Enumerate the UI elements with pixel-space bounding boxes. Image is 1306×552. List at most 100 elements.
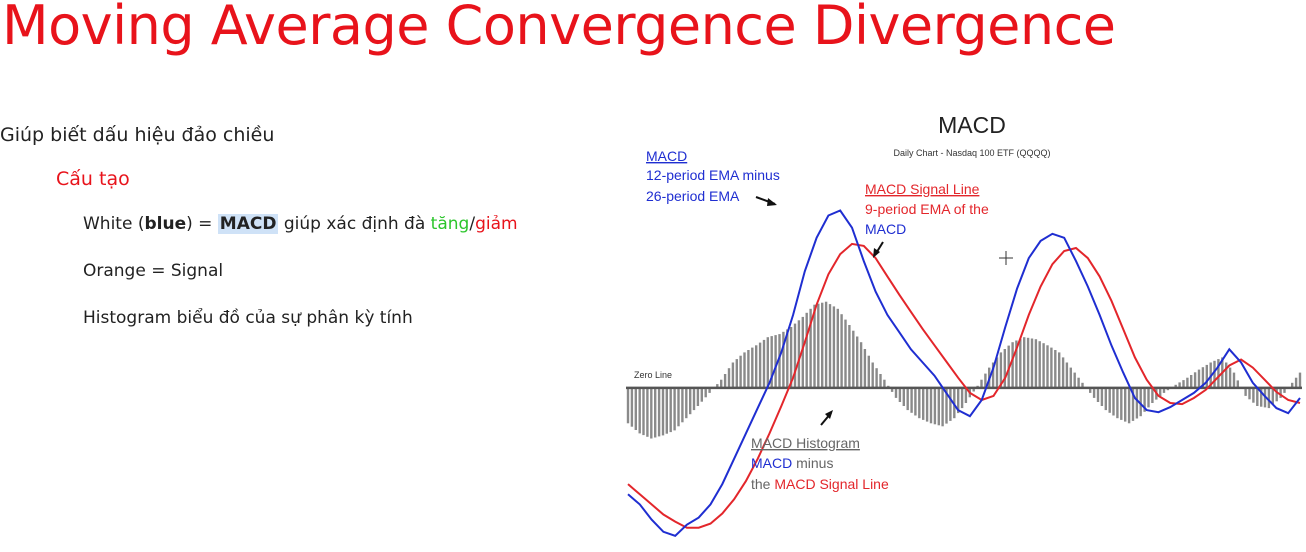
histogram-bar <box>700 387 703 402</box>
histogram-bar <box>836 308 839 388</box>
histogram-bar <box>1135 387 1139 419</box>
slash-text: / <box>469 214 476 234</box>
histogram-bar <box>821 302 824 388</box>
histogram-bar <box>1143 387 1146 412</box>
histogram-bar <box>646 387 649 437</box>
histogram-bar <box>1213 360 1216 388</box>
histogram-bar <box>638 387 641 434</box>
slide-title: Moving Average Convergence Divergence <box>2 0 1116 57</box>
up-word: tăng <box>430 214 470 234</box>
histogram-bar <box>1104 387 1107 411</box>
histogram-bar <box>848 325 851 388</box>
histogram-bars <box>626 301 1302 439</box>
histogram-bar <box>1256 387 1259 406</box>
histogram-bar <box>1019 338 1022 388</box>
histogram-bar <box>945 387 948 424</box>
histogram-bar <box>1038 341 1041 388</box>
histogram-bar <box>937 387 940 426</box>
histogram-bar <box>1061 357 1065 388</box>
macd-pre-text: White ( <box>83 214 145 234</box>
histogram-bar <box>1015 340 1018 388</box>
histogram-bar <box>824 301 828 388</box>
histogram-bar <box>1100 387 1104 406</box>
histogram-bar <box>685 387 688 419</box>
histogram-bar <box>1279 387 1282 398</box>
histogram-bar <box>1077 377 1080 388</box>
histogram-bar <box>1252 387 1255 403</box>
histogram-bar <box>856 336 859 388</box>
histogram-bar <box>894 387 898 398</box>
histogram-bar <box>708 387 711 393</box>
histogram-bar <box>766 337 769 388</box>
histogram-bar <box>1228 367 1232 388</box>
hist-label: MACD Histogram <box>751 435 860 451</box>
histogram-bar <box>1193 372 1197 388</box>
histogram-bar <box>1244 387 1247 396</box>
histogram-bar <box>1201 367 1205 388</box>
histogram-bar <box>1190 375 1193 388</box>
histogram-bar <box>890 387 894 392</box>
histogram-bar <box>1131 387 1135 421</box>
histogram-bar <box>1127 387 1131 424</box>
histogram-bar <box>1162 387 1166 393</box>
histogram-bar <box>1217 359 1220 388</box>
signal-desc-1: 9-period EMA of the <box>865 201 989 217</box>
histogram-bar <box>844 319 847 388</box>
histogram-bar <box>980 379 983 388</box>
histogram-bar <box>786 329 789 388</box>
histogram-bar <box>1260 387 1263 407</box>
histogram-bar <box>1275 387 1278 402</box>
histogram-bar <box>770 336 773 388</box>
histogram-bar <box>929 387 933 424</box>
histogram-bar <box>797 320 801 388</box>
histogram-bar <box>692 387 696 411</box>
histogram-bar <box>809 308 812 388</box>
histogram-bar <box>735 359 738 388</box>
histogram-bar <box>1283 387 1286 393</box>
macd-line <box>627 209 1301 537</box>
hist-desc-2-signal: MACD Signal Line <box>774 476 889 492</box>
histogram-bar <box>1291 382 1294 388</box>
histogram-bar <box>689 387 692 415</box>
macd-arrowhead <box>767 198 777 206</box>
histogram-bar <box>1030 338 1034 388</box>
histogram-bar <box>910 387 913 413</box>
histogram-bar <box>1092 387 1096 398</box>
chart-title: MACD <box>938 112 1006 138</box>
histogram-bar <box>1151 387 1154 403</box>
histogram-bar <box>1081 382 1084 388</box>
bullet-structure: Cấu tạo <box>56 168 130 190</box>
hist-arrowhead <box>825 410 833 419</box>
histogram-bar <box>1112 387 1115 416</box>
chart-subtitle: Daily Chart - Nasdaq 100 ETF (QQQQ) <box>893 148 1050 158</box>
hist-desc-1: MACD minus <box>751 455 833 471</box>
histogram-bar <box>984 373 987 388</box>
histogram-bar <box>657 387 661 437</box>
histogram-bar <box>704 387 707 398</box>
histogram-bar <box>626 387 630 424</box>
histogram-bar <box>1050 347 1053 388</box>
histogram-bar <box>941 387 944 427</box>
histogram-bar <box>1023 337 1026 388</box>
histogram-bar <box>1046 345 1049 388</box>
histogram-bar <box>813 304 816 388</box>
histogram-bar <box>1034 339 1038 388</box>
histogram-bar <box>665 387 668 434</box>
histogram-bar <box>898 387 902 402</box>
histogram-bar <box>1294 377 1298 388</box>
signal-desc-2: MACD <box>865 221 906 237</box>
histogram-bar <box>723 374 727 388</box>
histogram-bar <box>677 387 680 427</box>
histogram-bar <box>964 387 968 403</box>
histogram-bar <box>918 387 921 419</box>
histogram-bar <box>762 339 766 388</box>
histogram-bar <box>995 357 999 388</box>
histogram-bar <box>1011 342 1014 388</box>
histogram-bar <box>1186 377 1189 388</box>
histogram-bar <box>1267 387 1271 409</box>
histogram-bar <box>1178 382 1181 388</box>
hist-desc-2: the MACD Signal Line <box>751 476 889 492</box>
histogram-bar <box>859 342 863 388</box>
bullet-reversal-signal: Giúp biết dấu hiệu đảo chiều <box>0 124 275 146</box>
histogram-bar <box>1298 372 1302 388</box>
